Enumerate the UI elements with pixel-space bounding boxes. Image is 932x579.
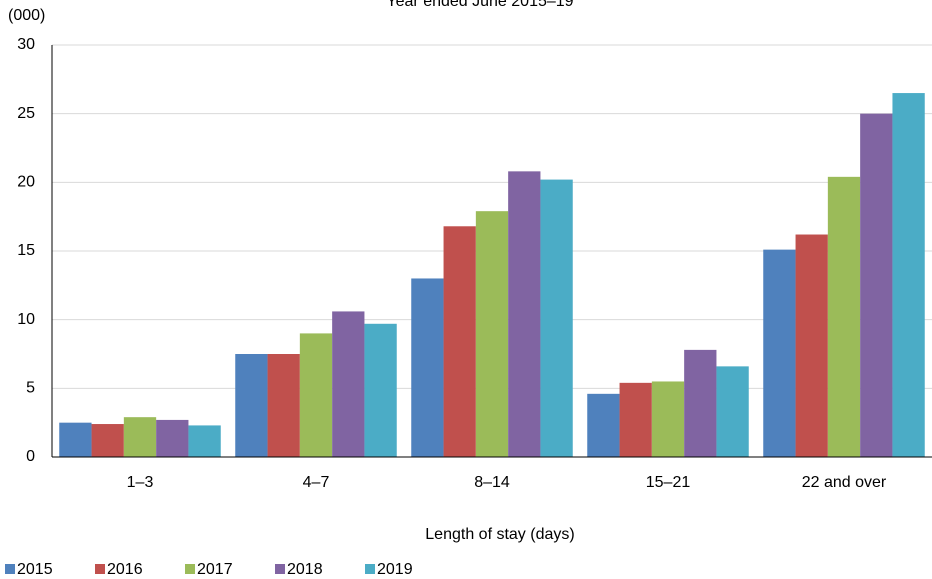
legend-label: 2018	[287, 561, 323, 578]
bar	[91, 424, 124, 457]
bar	[587, 393, 620, 457]
bar	[651, 381, 685, 457]
bar	[59, 422, 92, 457]
y-tick-label: 25	[17, 105, 35, 122]
bar	[364, 323, 397, 457]
y-tick-label: 30	[17, 36, 35, 53]
legend-swatch	[95, 564, 105, 574]
legend-swatch	[5, 564, 15, 574]
y-tick-label: 15	[17, 242, 35, 259]
bar	[443, 226, 476, 457]
x-axis-label: Length of stay (days)	[425, 526, 574, 543]
bar	[188, 425, 221, 457]
x-tick-label: 1–3	[127, 474, 154, 491]
bar	[123, 417, 157, 457]
chart-title: Year ended June 2015–19	[386, 0, 573, 10]
bar	[684, 349, 717, 457]
bar	[795, 234, 828, 457]
bar	[475, 211, 509, 457]
legend-label: 2017	[197, 561, 233, 578]
bar	[299, 333, 333, 457]
bar	[860, 113, 893, 458]
legend-swatch	[365, 564, 375, 574]
y-axis-label: (000)	[8, 7, 45, 24]
x-tick-label: 15–21	[646, 474, 691, 491]
legend-label: 2019	[377, 561, 413, 578]
bar	[267, 354, 300, 457]
legend-label: 2015	[17, 561, 53, 578]
bar	[619, 382, 652, 457]
legend-swatch	[275, 564, 285, 574]
x-tick-label: 22 and over	[802, 474, 887, 491]
bar	[892, 93, 925, 458]
y-tick-label: 20	[17, 174, 35, 191]
bar	[508, 171, 541, 457]
legend-label: 2016	[107, 561, 143, 578]
bar	[332, 311, 365, 457]
legend-swatch	[185, 564, 195, 574]
bar	[763, 249, 796, 457]
bar	[411, 278, 444, 457]
y-tick-label: 0	[26, 448, 35, 465]
bar	[827, 176, 861, 457]
y-tick-label: 5	[26, 380, 35, 397]
y-tick-label: 10	[17, 311, 35, 328]
bar	[716, 366, 749, 457]
bar	[540, 179, 573, 457]
x-tick-label: 4–7	[303, 474, 330, 491]
bar	[156, 419, 189, 457]
x-tick-label: 8–14	[474, 474, 510, 491]
bar	[235, 354, 268, 457]
